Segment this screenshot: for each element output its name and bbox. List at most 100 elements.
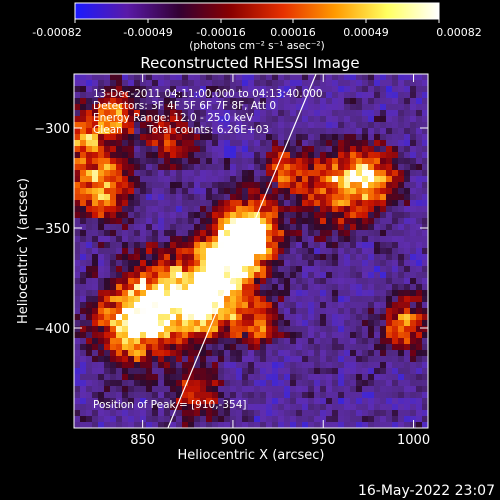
heatmap-cell [278, 314, 285, 321]
heatmap-cell [380, 224, 387, 231]
heatmap-cell [74, 404, 81, 411]
heatmap-cell [410, 326, 417, 333]
heatmap-cell [350, 410, 357, 417]
heatmap-cell [158, 194, 165, 201]
heatmap-cell [128, 386, 135, 393]
heatmap-cell [146, 410, 153, 417]
heatmap-cell [260, 320, 267, 327]
heatmap-cell [224, 404, 231, 411]
heatmap-cell [182, 308, 189, 315]
heatmap-cell [362, 416, 369, 423]
heatmap-cell [194, 332, 201, 339]
heatmap-cell [140, 404, 147, 411]
heatmap-cell [350, 404, 357, 411]
y-tick-label: −350 [34, 222, 70, 237]
heatmap-cell [98, 254, 105, 261]
heatmap-cell [332, 290, 339, 297]
heatmap-cell [260, 362, 267, 369]
heatmap-cell [254, 92, 261, 99]
heatmap-cell [236, 296, 243, 303]
heatmap-cell [314, 374, 321, 381]
heatmap-cell [320, 272, 327, 279]
heatmap-cell [332, 344, 339, 351]
heatmap-cell [332, 86, 339, 93]
heatmap-cell [254, 314, 261, 321]
heatmap-cell [302, 176, 309, 183]
total-counts-annotation: Total counts: 6.26E+03 [146, 124, 269, 136]
heatmap-cell [344, 284, 351, 291]
heatmap-cell [110, 368, 117, 375]
heatmap-cell [242, 200, 249, 207]
heatmap-cell [236, 104, 243, 111]
heatmap-cell [392, 320, 399, 327]
heatmap-cell [212, 212, 219, 219]
heatmap-cell [200, 398, 207, 405]
heatmap-cell [242, 122, 249, 129]
heatmap-cell [356, 374, 363, 381]
heatmap-cell [248, 206, 255, 213]
heatmap-cell [308, 74, 315, 81]
heatmap-cell [128, 398, 135, 405]
heatmap-cell [224, 242, 231, 249]
heatmap-cell [308, 392, 315, 399]
heatmap-cell [98, 302, 105, 309]
heatmap-cell [368, 374, 375, 381]
heatmap-cell [284, 338, 291, 345]
heatmap-cell [128, 416, 135, 423]
heatmap-cell [284, 302, 291, 309]
heatmap-cell [320, 302, 327, 309]
heatmap-cell [254, 224, 261, 231]
heatmap-cell [278, 206, 285, 213]
heatmap-cell [362, 128, 369, 135]
heatmap-cell [86, 224, 93, 231]
heatmap-cell [332, 374, 339, 381]
heatmap-cell [380, 386, 387, 393]
heatmap-cell [86, 380, 93, 387]
heatmap-cell [308, 290, 315, 297]
heatmap-cell [248, 98, 255, 105]
heatmap-cell [170, 392, 177, 399]
heatmap-cell [146, 296, 153, 303]
heatmap-cell [110, 350, 117, 357]
heatmap-cell [236, 158, 243, 165]
heatmap-cell [104, 92, 111, 99]
heatmap-cell [350, 398, 357, 405]
heatmap-cell [314, 236, 321, 243]
heatmap-cell [392, 92, 399, 99]
heatmap-cell [398, 284, 405, 291]
heatmap-cell [110, 320, 117, 327]
heatmap-cell [230, 170, 237, 177]
heatmap-cell [314, 200, 321, 207]
heatmap-cell [218, 332, 225, 339]
heatmap-cell [368, 134, 375, 141]
heatmap-cell [212, 224, 219, 231]
heatmap-cell [80, 326, 87, 333]
heatmap-cell [206, 152, 213, 159]
heatmap-cell [134, 230, 141, 237]
heatmap-cell [404, 98, 411, 105]
heatmap-cell [206, 80, 213, 87]
heatmap-cell [392, 188, 399, 195]
heatmap-cell [314, 128, 321, 135]
heatmap-cell [158, 338, 165, 345]
heatmap-cell [350, 206, 357, 213]
heatmap-cell [74, 356, 81, 363]
heatmap-cell [254, 122, 261, 129]
heatmap-cell [254, 422, 261, 428]
heatmap-cell [326, 332, 333, 339]
heatmap-cell [386, 80, 393, 87]
colorbar-tick-label: -0.00049 [123, 26, 172, 39]
heatmap-cell [290, 164, 297, 171]
heatmap-cell [398, 260, 405, 267]
heatmap-cell [104, 404, 111, 411]
heatmap-cell [368, 296, 375, 303]
heatmap-cell [74, 380, 81, 387]
heatmap-cell [74, 344, 81, 351]
heatmap-cell [80, 116, 87, 123]
heatmap-cell [176, 206, 183, 213]
colorbar-tick-label: 0.00049 [343, 26, 389, 39]
heatmap-cell [110, 128, 117, 135]
heatmap-cell [326, 416, 333, 423]
heatmap-cell [248, 404, 255, 411]
heatmap-cell [158, 320, 165, 327]
